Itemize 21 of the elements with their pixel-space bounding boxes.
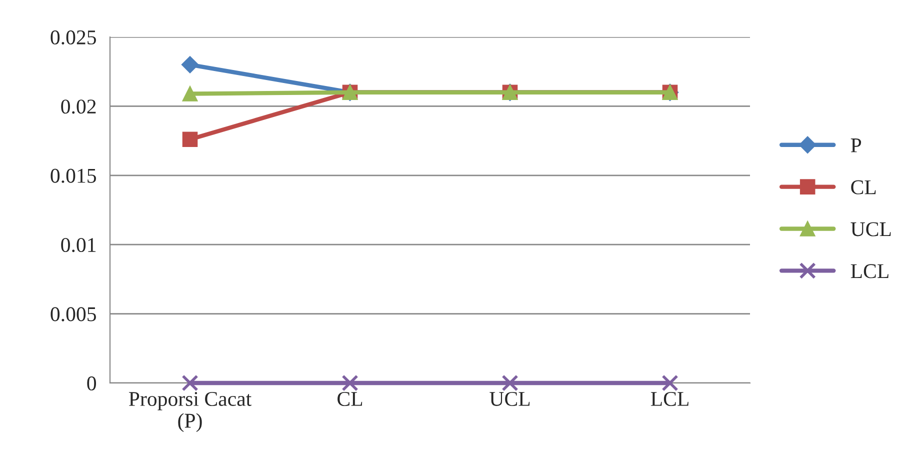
point (502, 374, 518, 392)
x-tick-label: UCL (490, 392, 530, 406)
legend-label: CL (851, 180, 876, 194)
x-tick-label: LCL (650, 392, 688, 406)
point (342, 374, 358, 392)
x-tick-label: CL (338, 392, 362, 406)
point (182, 86, 198, 102)
legend-label: P (850, 138, 862, 152)
point (181, 56, 199, 74)
x-tick-label: Proporsi Cacat (P) (128, 392, 252, 432)
y-tick-label: 0.025 (50, 30, 96, 45)
y-tick-label: 0.02 (61, 100, 96, 114)
legend-label: LCL (850, 264, 888, 278)
point (182, 374, 198, 392)
y-tick-label: 0 (87, 376, 96, 390)
y-tick-label: 0.005 (50, 307, 96, 322)
point (662, 374, 678, 392)
y-tick-label: 0.015 (50, 168, 96, 183)
y-tick-label: 0.01 (61, 238, 96, 252)
point (182, 132, 198, 148)
legend-label: UCL (850, 222, 891, 236)
